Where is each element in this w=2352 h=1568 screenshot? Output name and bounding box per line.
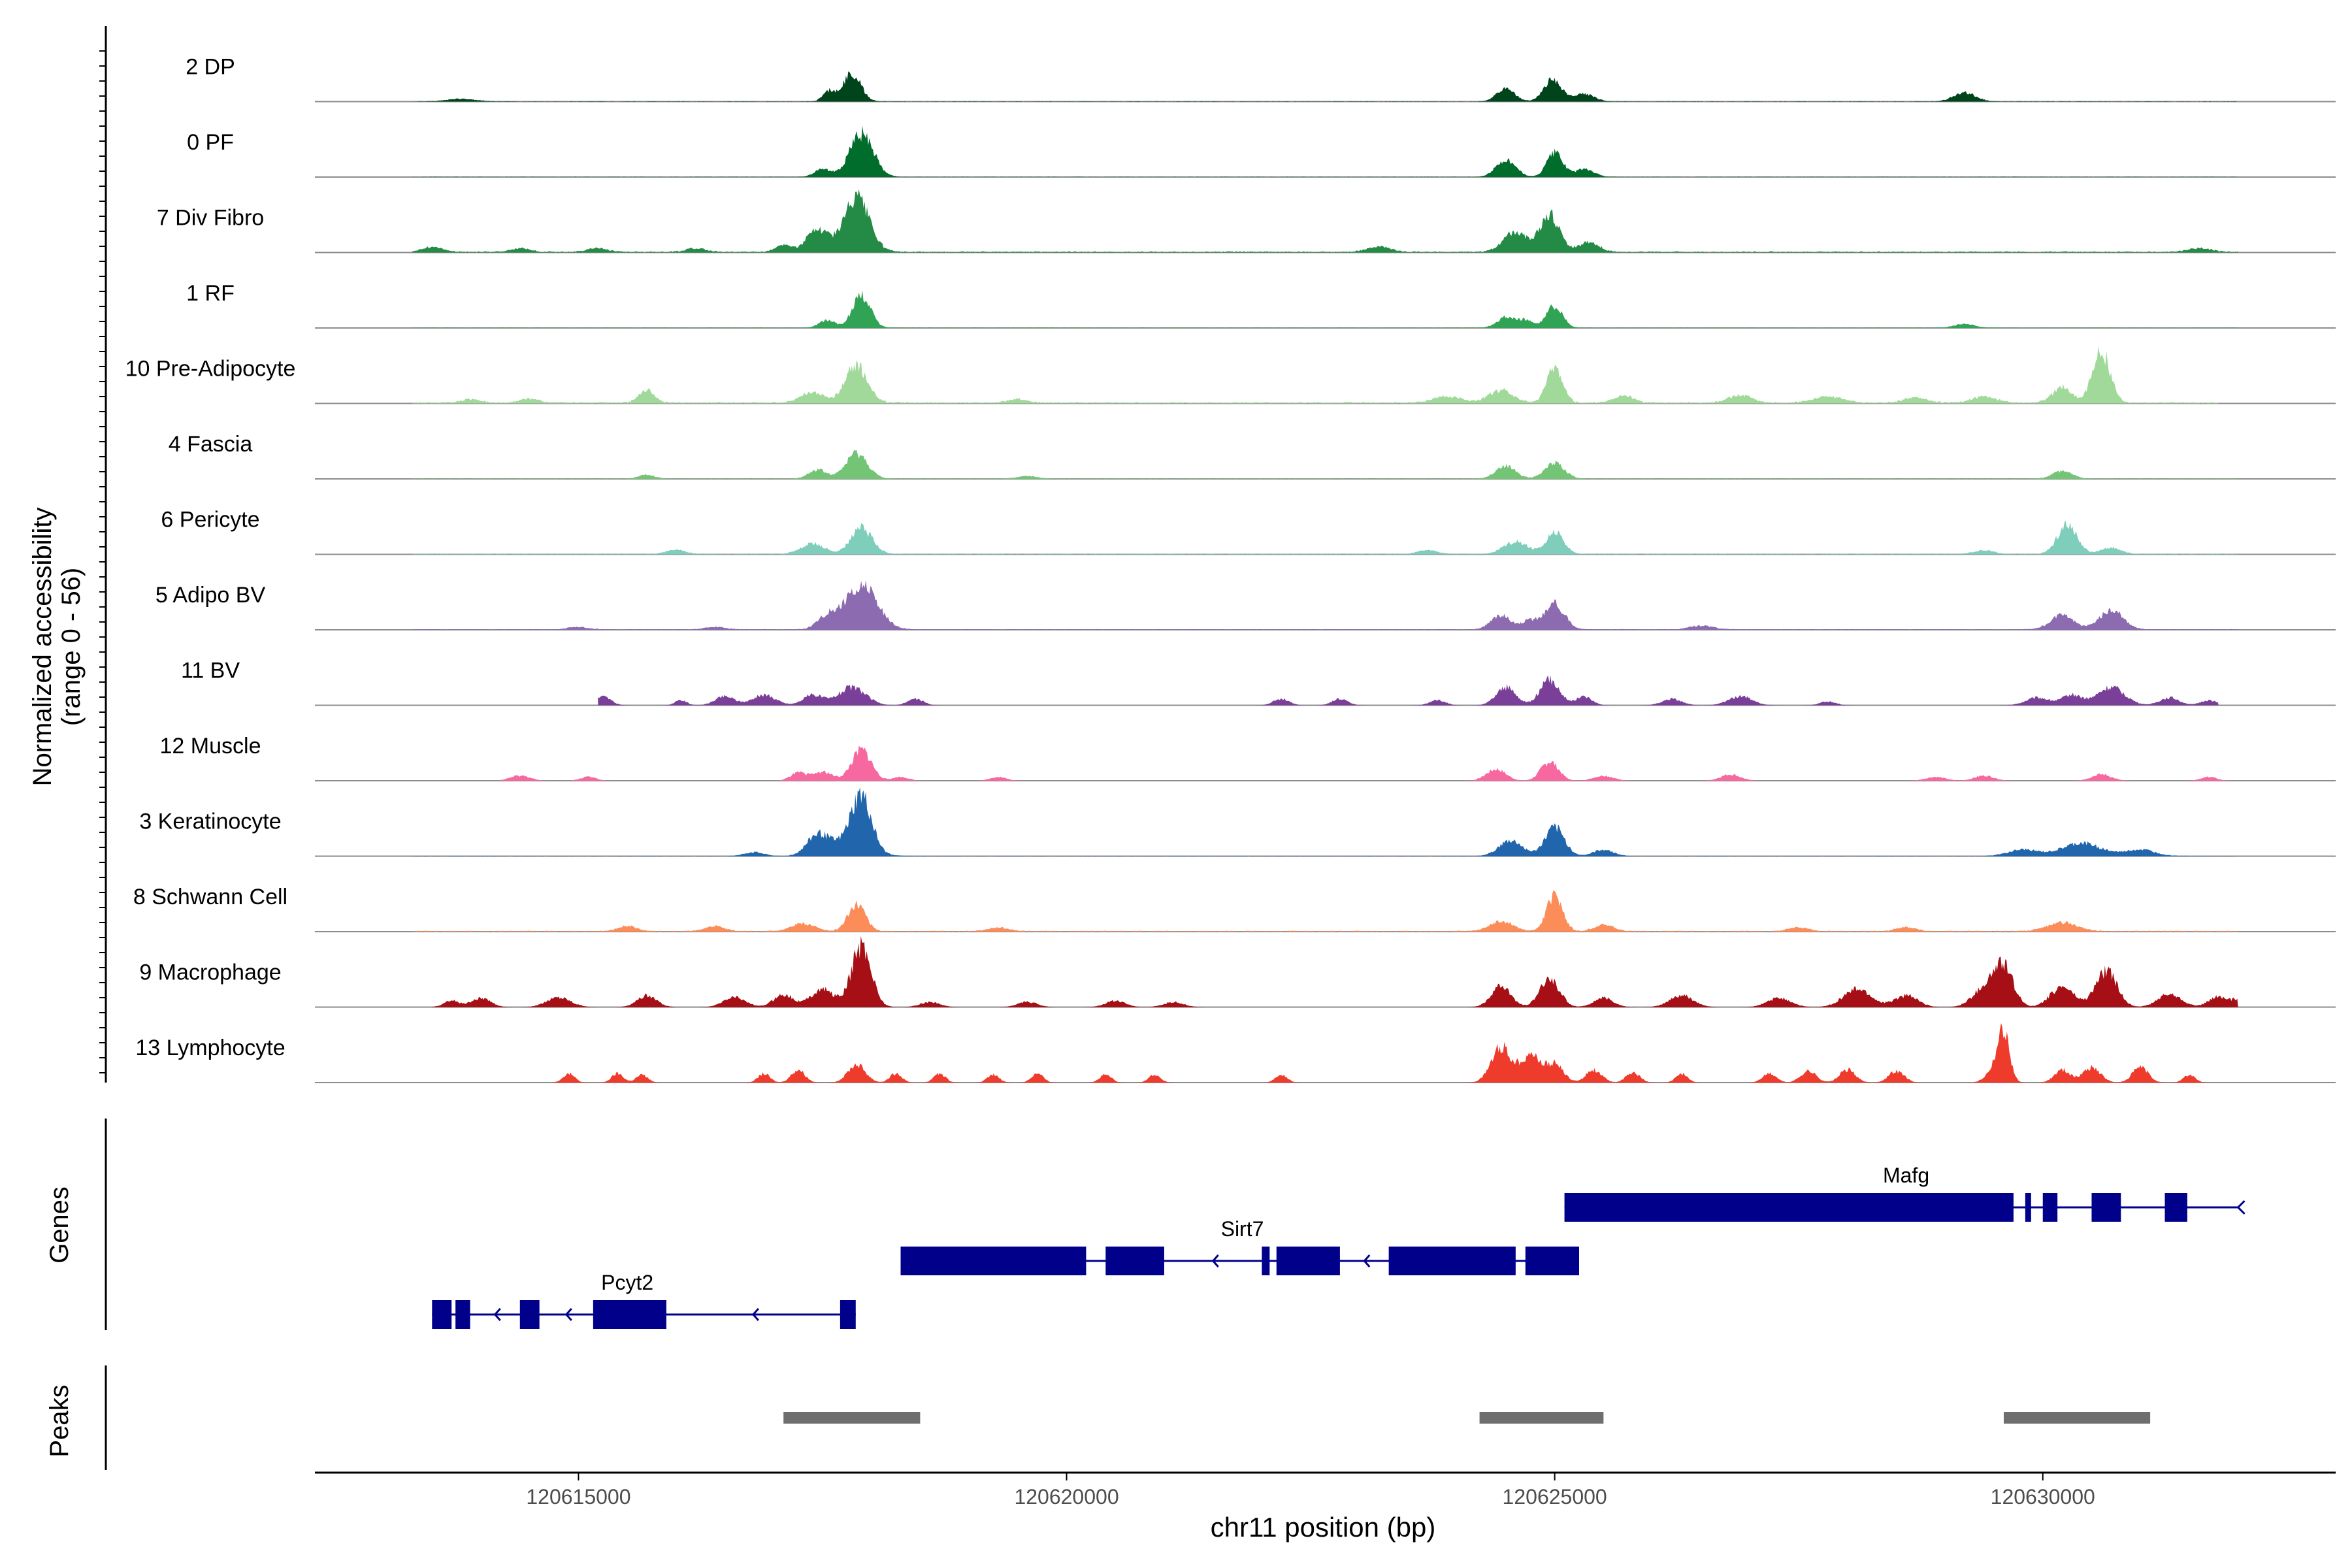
strand-arrow [564,1308,572,1321]
track-6: 4 Fascia [169,432,2336,480]
gene-exon [1564,1193,2014,1222]
coverage-area [412,787,2238,857]
peak-region [1479,1412,1604,1424]
genes-panel-label: Genes [45,1186,74,1264]
coverage-area [412,520,2238,555]
track-label: 5 Adipo BV [155,583,266,608]
x-tick-label: 120625000 [1503,1485,1607,1509]
track-14: 13 Lymphocyte [135,1023,2336,1083]
gene-track: Pcyt2 Sirt7 Mafg [432,1164,2246,1329]
coverage-area [412,890,2238,932]
gene-exon [840,1300,856,1329]
coverage-area [412,449,2238,479]
gene-label: Mafg [1883,1164,1929,1187]
gene-exon [2091,1193,2121,1222]
x-axis-label: chr11 position (bp) [1211,1512,1436,1543]
track-label: 4 Fascia [169,432,253,457]
coverage-area [412,580,2238,630]
gene-exon [1525,1247,1579,1275]
track-13: 9 Macrophage [139,936,2336,1008]
coverage-area [412,189,2238,253]
track-label: 10 Pre-Adipocyte [125,357,296,382]
track-label: 2 DP [186,55,235,80]
track-10: 12 Muscle [160,734,2336,781]
gene-exon [593,1300,666,1329]
gene-pcyt2: Pcyt2 [432,1271,856,1329]
coverage-area [598,675,2219,706]
track-9: 11 BV [181,659,2336,706]
track-12: 8 Schwann Cell [133,885,2336,932]
x-tick-label: 120630000 [1991,1485,2095,1509]
track-1: 2 DP [186,55,2336,103]
gene-label: Sirt7 [1221,1217,1264,1241]
track-label: 7 Div Fibro [157,206,264,231]
y-axis-range-label: (range 0 - 56) [57,568,86,726]
coverage-area [529,1023,2209,1083]
track-label: 8 Schwann Cell [133,885,287,909]
gene-exon [1262,1247,1270,1275]
gene-exon [455,1300,470,1329]
gene-exon [432,1300,452,1329]
strand-arrow [1363,1254,1371,1267]
gene-exon [519,1300,540,1329]
gene-exon [900,1247,1086,1275]
track-label: 11 BV [181,659,240,683]
track-label: 0 PF [187,130,234,155]
gene-exon [1105,1247,1164,1275]
strand-arrow [2236,1200,2246,1215]
track-7: 6 Pericyte [161,508,2336,555]
y-axis-label: Normalized accessibility [28,508,57,787]
track-label: 13 Lymphocyte [135,1036,285,1060]
coverage-area [432,936,2238,1007]
peak-track [783,1412,2151,1424]
peaks-panel-label: Peaks [45,1384,74,1457]
track-5: 10 Pre-Adipocyte [125,346,2336,404]
x-tick-label: 120615000 [526,1485,630,1509]
coverage-area [412,346,2219,404]
gene-sirt7: Sirt7 [900,1217,1579,1275]
track-label: 6 Pericyte [161,508,259,532]
gene-exon [1388,1247,1516,1275]
track-label: 9 Macrophage [139,960,281,985]
coverage-tracks: 2 DP 0 PF 7 Div Fibro 1 RF 10 Pre-Adipocyte 4… [125,55,2336,1083]
track-4: 1 RF [186,281,2336,329]
gene-exon [2164,1193,2187,1222]
track-label: 12 Muscle [160,734,261,759]
left-axes [99,26,107,1470]
track-8: 5 Adipo BV [155,580,2336,630]
gene-exon [1276,1247,1340,1275]
track-2: 0 PF [187,125,2336,178]
peak-region [783,1412,921,1424]
track-label: 1 RF [186,281,235,306]
coverage-area [412,290,2238,328]
strand-arrow [1211,1254,1219,1267]
strand-arrow [751,1308,760,1321]
x-tick-label: 120620000 [1014,1485,1119,1509]
track-3: 7 Div Fibro [157,189,2336,253]
peak-region [2003,1412,2151,1424]
gene-label: Pcyt2 [601,1271,653,1294]
gene-exon [2042,1193,2058,1222]
gene-exon [2025,1193,2031,1222]
coverage-area [412,71,2238,102]
x-axis: 120615000 120620000 120625000 120630000 [315,1471,2336,1509]
coverage-area [412,125,2238,177]
strand-arrow [493,1308,501,1321]
gene-mafg: Mafg [1564,1164,2238,1222]
coverage-area [500,745,2248,781]
track-label: 3 Keratinocyte [139,809,281,834]
track-11: 3 Keratinocyte [139,787,2336,857]
